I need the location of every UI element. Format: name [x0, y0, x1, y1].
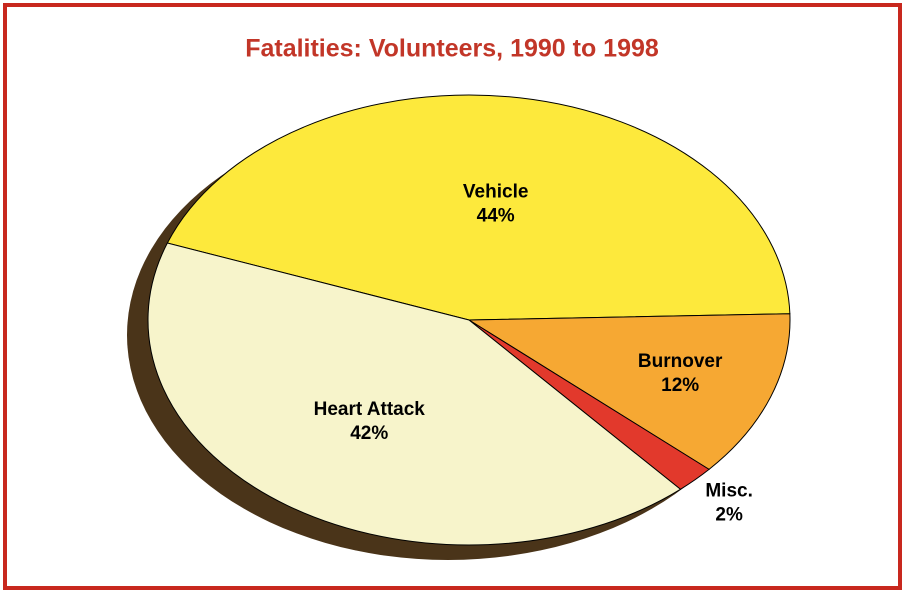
- pie-slice: [166, 94, 791, 321]
- slice-value: 2%: [715, 505, 743, 526]
- slice-label: Misc.: [705, 481, 753, 502]
- slice-label: Heart Attack: [314, 399, 426, 420]
- slice-value: 42%: [350, 423, 388, 444]
- chart-title: Fatalities: Volunteers, 1990 to 1998: [245, 35, 659, 63]
- slice-label: Burnover: [638, 351, 723, 372]
- slice-value: 44%: [477, 206, 515, 227]
- pie-slice: [467, 313, 791, 470]
- pie-slice: [147, 242, 682, 546]
- slice-value: 12%: [661, 375, 699, 396]
- slice-label: Vehicle: [463, 182, 529, 203]
